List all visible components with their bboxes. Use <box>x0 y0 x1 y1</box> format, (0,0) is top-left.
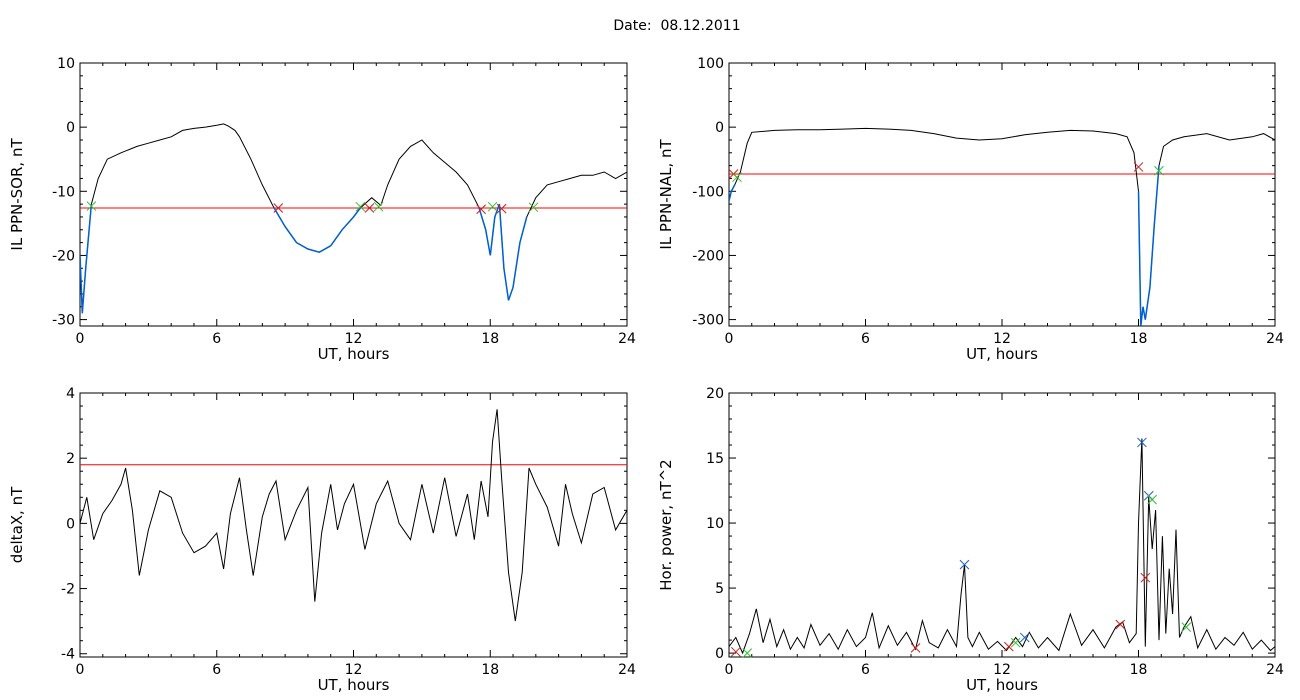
y-tick-label: -10 <box>52 184 75 200</box>
page-title: Date: 08.12.2011 <box>0 18 1300 34</box>
x-tick-label: 12 <box>345 331 363 347</box>
event-marker <box>355 201 366 212</box>
event-marker <box>1181 622 1192 632</box>
y-tick-label: 0 <box>66 516 75 532</box>
series-line <box>80 409 627 622</box>
series-line <box>729 127 1275 326</box>
x-tick-label: 24 <box>618 331 636 347</box>
x-tick-label: 6 <box>212 662 221 678</box>
x-tick-label: 0 <box>76 331 85 347</box>
y-tick-label: 0 <box>66 120 75 136</box>
highlight-segment <box>729 184 736 202</box>
event-marker <box>1019 632 1030 643</box>
event-marker <box>959 559 970 570</box>
event-marker <box>1154 165 1164 176</box>
event-marker <box>1115 619 1126 630</box>
plot-area <box>80 409 627 622</box>
highlight-segment <box>273 206 361 254</box>
plot-frame <box>728 62 1276 327</box>
x-axis-label: UT, hours <box>966 676 1038 694</box>
y-tick-label: 15 <box>706 451 724 467</box>
plot-frame <box>728 392 1276 658</box>
event-marker <box>273 203 284 213</box>
event-marker <box>732 172 742 183</box>
x-tick-label: 24 <box>618 662 636 678</box>
series-line <box>729 438 1275 655</box>
x-axis-label: UT, hours <box>318 676 390 694</box>
x-tick-label: 18 <box>1130 662 1148 678</box>
y-tick-label: 10 <box>706 516 724 532</box>
y-axis-label: IL PPN-NAL, nT <box>657 139 675 250</box>
y-tick-label: 2 <box>66 451 75 467</box>
plot-area <box>80 123 627 314</box>
x-tick-label: 12 <box>345 662 363 678</box>
y-axis-label: Hor. power, nT^2 <box>657 459 675 590</box>
event-marker <box>910 643 921 653</box>
panel-hor-power: 0 6 12 18 24 20 15 10 5 0 UT, hours Hor. power, nT^… <box>657 386 1284 694</box>
highlight-segment <box>478 203 528 301</box>
y-axis-label: IL PPN-SOR, nT <box>8 138 26 251</box>
event-marker <box>476 204 486 215</box>
event-marker <box>487 201 498 212</box>
event-marker <box>742 648 753 658</box>
y-tick-label: 4 <box>66 386 75 402</box>
plot-area <box>729 438 1275 655</box>
y-tick-label: 10 <box>57 56 75 72</box>
x-tick-label: 24 <box>1266 331 1284 347</box>
y-tick-label: -200 <box>692 248 724 264</box>
event-marker <box>528 202 539 213</box>
event-marker <box>373 201 384 212</box>
y-tick-label: -2 <box>61 582 75 598</box>
x-tick-label: 0 <box>76 662 85 678</box>
x-tick-label: 0 <box>725 331 734 347</box>
event-marker <box>1133 162 1144 172</box>
x-tick-label: 12 <box>993 331 1011 347</box>
x-tick-label: 6 <box>861 662 870 678</box>
panel-il-ppn-nal: 0 6 12 18 24 100 0 -100 -200 -300 UT, hours IL PPN-… <box>657 56 1284 363</box>
event-marker <box>1147 494 1158 505</box>
plot-frame <box>79 392 628 658</box>
panel-il-ppn-sor: 0 6 12 18 24 10 0 -10 -20 -30 UT, hours IL PPN-SOR,… <box>8 56 636 363</box>
x-tick-label: 6 <box>212 331 221 347</box>
event-marker <box>1137 437 1147 448</box>
event-marker <box>496 203 507 214</box>
x-tick-label: 0 <box>725 662 734 678</box>
x-tick-label: 6 <box>861 331 870 347</box>
date-value: 08.12.2011 <box>660 18 741 34</box>
series-line <box>80 123 627 314</box>
y-tick-label: -100 <box>692 184 724 200</box>
panel-deltax: 0 6 12 18 24 4 2 0 -2 -4 UT, hours deltaX, nT <box>8 386 636 694</box>
x-axis-label: UT, hours <box>318 345 390 363</box>
y-tick-label: 0 <box>715 646 724 662</box>
y-axis-label: deltaX, nT <box>8 486 26 563</box>
y-tick-label: -20 <box>52 248 75 264</box>
y-tick-label: 20 <box>706 386 724 402</box>
date-label: Date: <box>613 18 652 34</box>
y-tick-label: 100 <box>697 56 724 72</box>
y-tick-label: -300 <box>692 313 724 329</box>
x-tick-label: 12 <box>993 662 1011 678</box>
plot-area <box>729 127 1275 326</box>
x-tick-label: 18 <box>481 662 499 678</box>
event-marker <box>364 203 375 213</box>
x-axis-label: UT, hours <box>966 345 1038 363</box>
event-marker <box>1140 572 1151 583</box>
x-tick-label: 18 <box>1130 331 1148 347</box>
event-marker <box>730 646 741 657</box>
y-tick-label: 5 <box>715 581 724 597</box>
event-marker <box>1010 637 1021 648</box>
x-tick-label: 24 <box>1266 662 1284 678</box>
y-tick-label: -30 <box>52 313 75 329</box>
plot-frame <box>79 62 628 327</box>
highlight-segment <box>80 204 93 314</box>
event-marker <box>1003 641 1014 652</box>
highlight-segment <box>1137 165 1160 326</box>
event-marker <box>86 201 97 211</box>
y-tick-label: 0 <box>715 120 724 136</box>
x-tick-label: 18 <box>481 331 499 347</box>
y-tick-label: -4 <box>61 647 75 663</box>
